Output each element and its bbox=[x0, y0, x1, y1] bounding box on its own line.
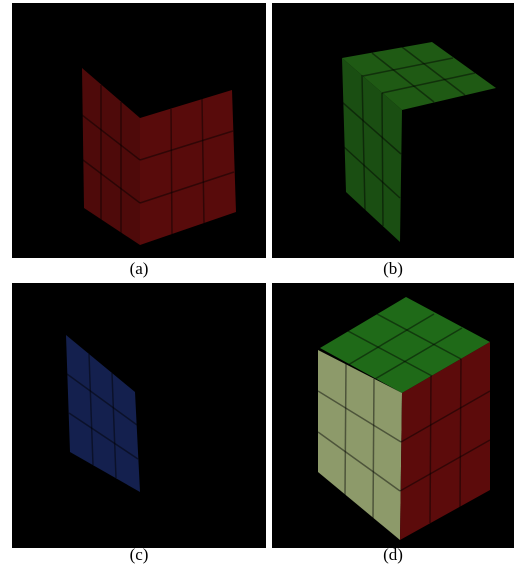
panel-a: (a) bbox=[12, 3, 266, 278]
panel-label: (c) bbox=[130, 545, 149, 564]
page: {"panels": [{"label": "(a)"}, {"label": … bbox=[0, 0, 518, 567]
panel-label: (d) bbox=[383, 545, 403, 564]
panel-d: (d) bbox=[272, 283, 514, 564]
panel-label: (a) bbox=[130, 259, 149, 278]
panel-background bbox=[12, 283, 266, 548]
panel-label: (b) bbox=[383, 259, 403, 278]
panel-c: (c) bbox=[12, 283, 266, 564]
panel-b: (b) bbox=[272, 3, 514, 278]
figure: (a) (b) (c) bbox=[0, 0, 518, 567]
